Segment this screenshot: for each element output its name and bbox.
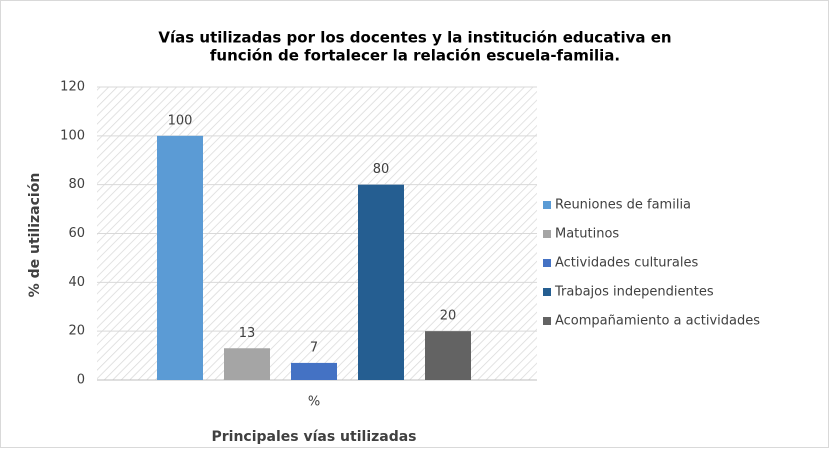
legend-label: Actividades culturales <box>555 256 698 271</box>
y-axis-label: % de utilización <box>27 173 43 298</box>
legend-swatch <box>543 259 551 267</box>
chart-title: función de fortalecer la relación escuel… <box>210 47 620 65</box>
x-axis-label: Principales vías utilizadas <box>211 429 416 445</box>
bar <box>224 348 270 380</box>
y-tick-label: 40 <box>68 275 85 290</box>
y-tick-label: 80 <box>68 177 85 192</box>
legend-swatch <box>543 288 551 296</box>
bar <box>291 362 337 380</box>
data-label: 7 <box>310 340 318 355</box>
y-tick-label: 0 <box>77 373 85 388</box>
y-tick-label: 60 <box>68 226 85 241</box>
legend-swatch <box>543 201 551 209</box>
legend-label: Acompañamiento a actividades <box>555 314 760 329</box>
legend-swatch <box>543 230 551 238</box>
legend-label: Trabajos independientes <box>554 285 714 300</box>
legend-label: Reuniones de familia <box>555 198 691 213</box>
data-label: 13 <box>239 326 256 341</box>
x-tick-label: % <box>308 395 320 410</box>
bar <box>425 331 471 380</box>
bar <box>358 184 404 380</box>
legend-label: Matutinos <box>555 227 619 242</box>
y-tick-label: 20 <box>68 324 85 339</box>
bar <box>157 135 203 380</box>
legend-swatch <box>543 317 551 325</box>
data-label: 20 <box>440 309 457 324</box>
data-label: 80 <box>373 162 390 177</box>
y-tick-label: 120 <box>60 80 85 95</box>
data-label: 100 <box>168 113 193 128</box>
y-tick-label: 100 <box>60 128 85 143</box>
chart-title: Vías utilizadas por los docentes y la in… <box>158 29 671 47</box>
